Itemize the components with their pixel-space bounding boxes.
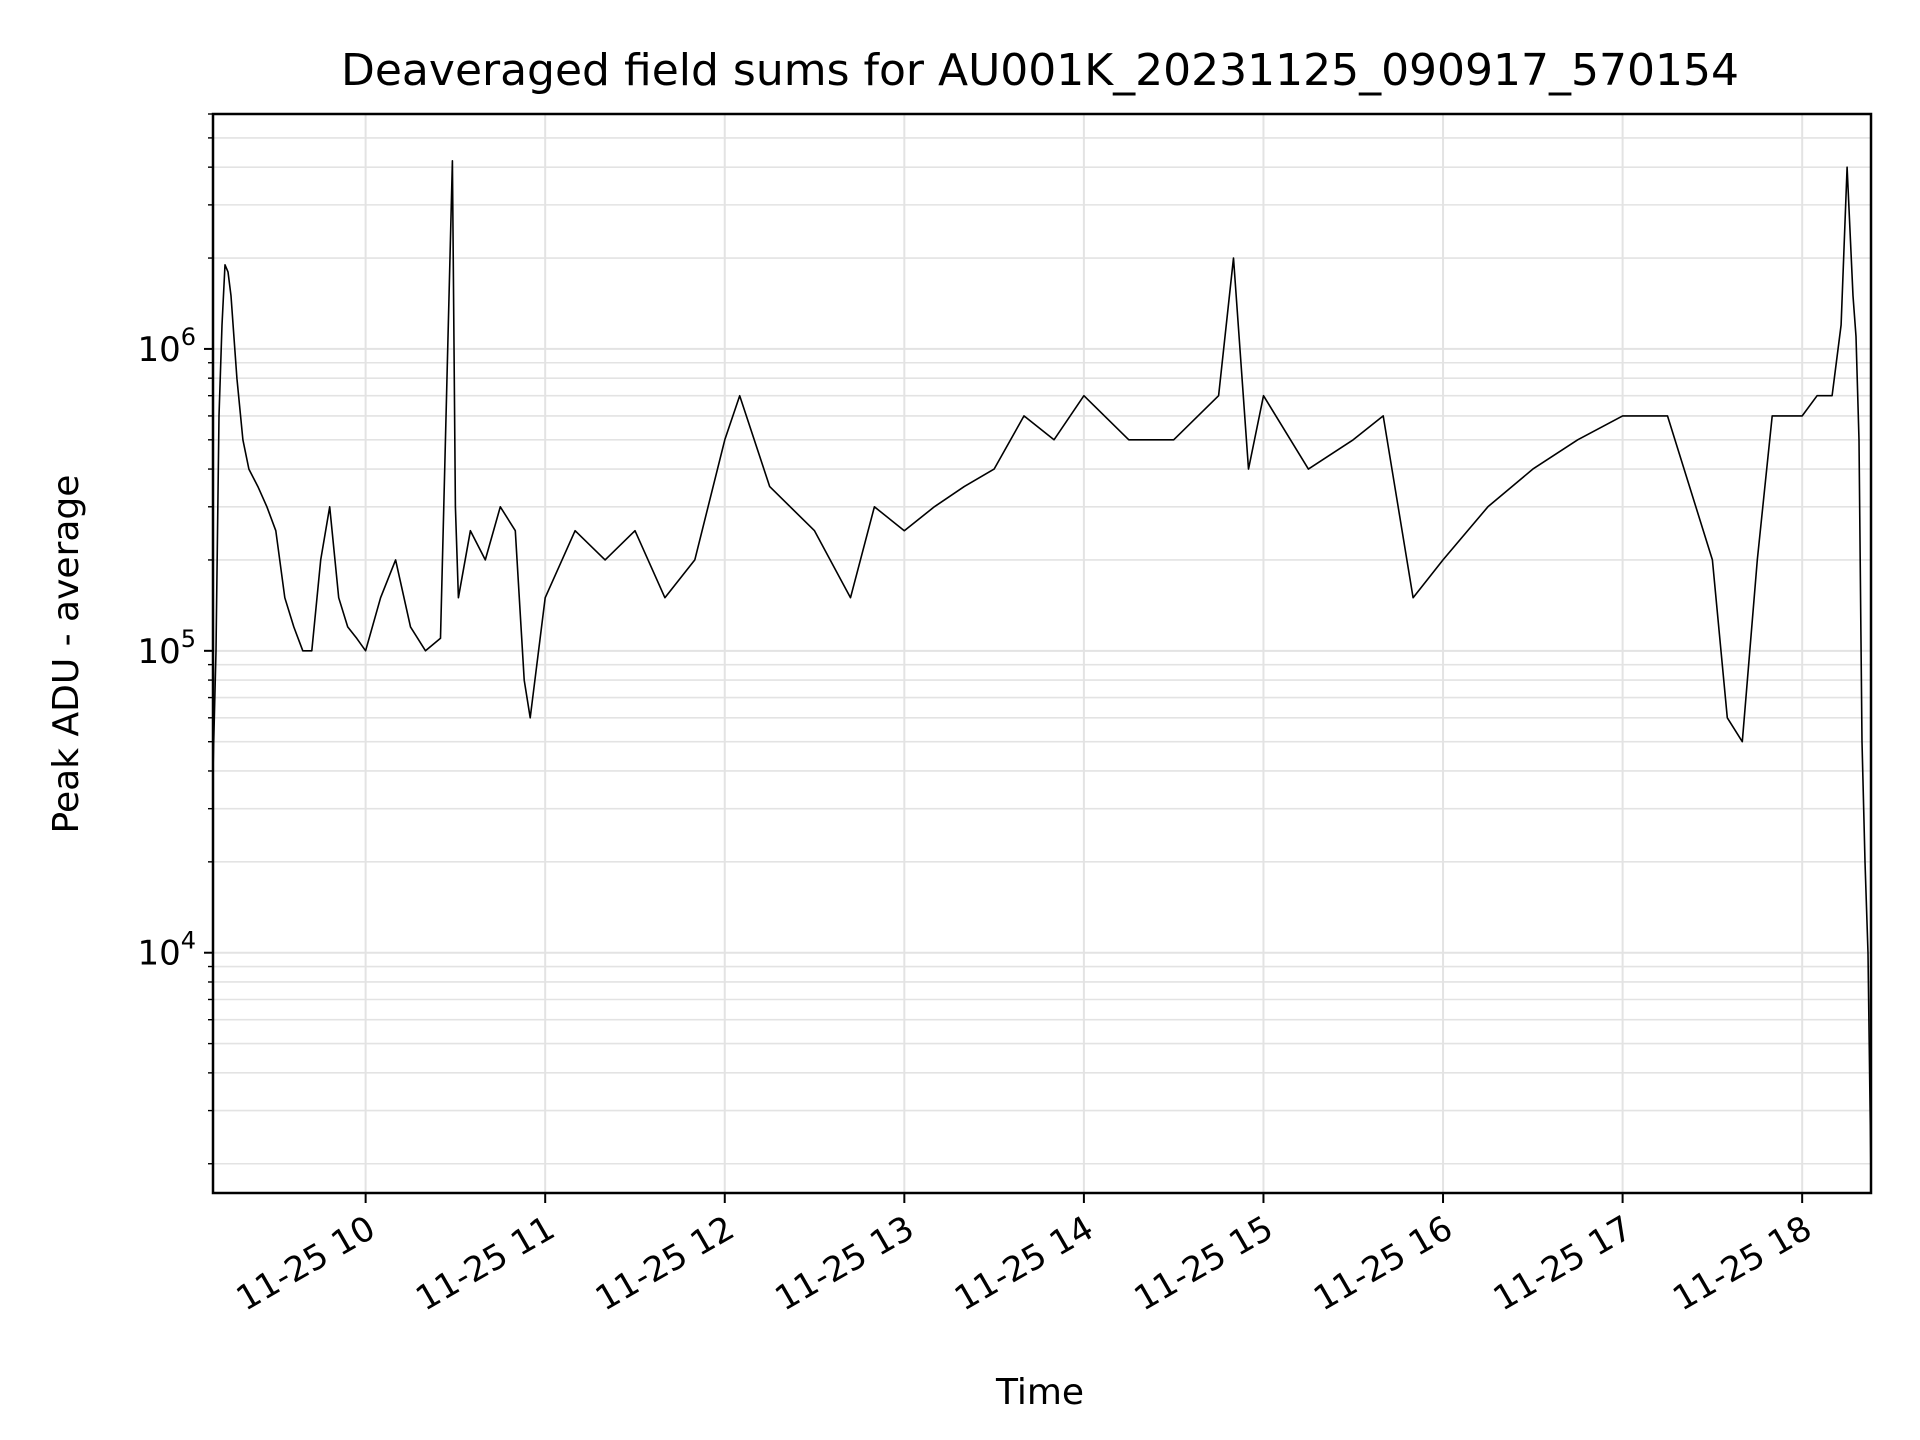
series-layer bbox=[212, 160, 1872, 1178]
y-tick-exponent: 5 bbox=[181, 625, 196, 653]
chart-title: Deaveraged field sums for AU001K_2023112… bbox=[341, 45, 1739, 96]
y-tick-label: 104 bbox=[137, 927, 196, 974]
y-tick-base: 10 bbox=[137, 934, 180, 974]
y-tick-label: 105 bbox=[137, 625, 196, 672]
grid bbox=[213, 113, 1871, 1193]
x-axis-label: Time bbox=[995, 1372, 1084, 1413]
y-tick-label: 106 bbox=[137, 323, 196, 370]
series-line bbox=[212, 160, 1872, 1178]
y-axis-label: Peak ADU - average bbox=[46, 475, 87, 834]
plot-frame bbox=[211, 112, 1873, 1195]
y-tick-base: 10 bbox=[137, 632, 180, 672]
y-tick-exponent: 4 bbox=[181, 927, 196, 955]
y-tick-base: 10 bbox=[137, 330, 180, 370]
y-tick-exponent: 6 bbox=[181, 323, 196, 351]
